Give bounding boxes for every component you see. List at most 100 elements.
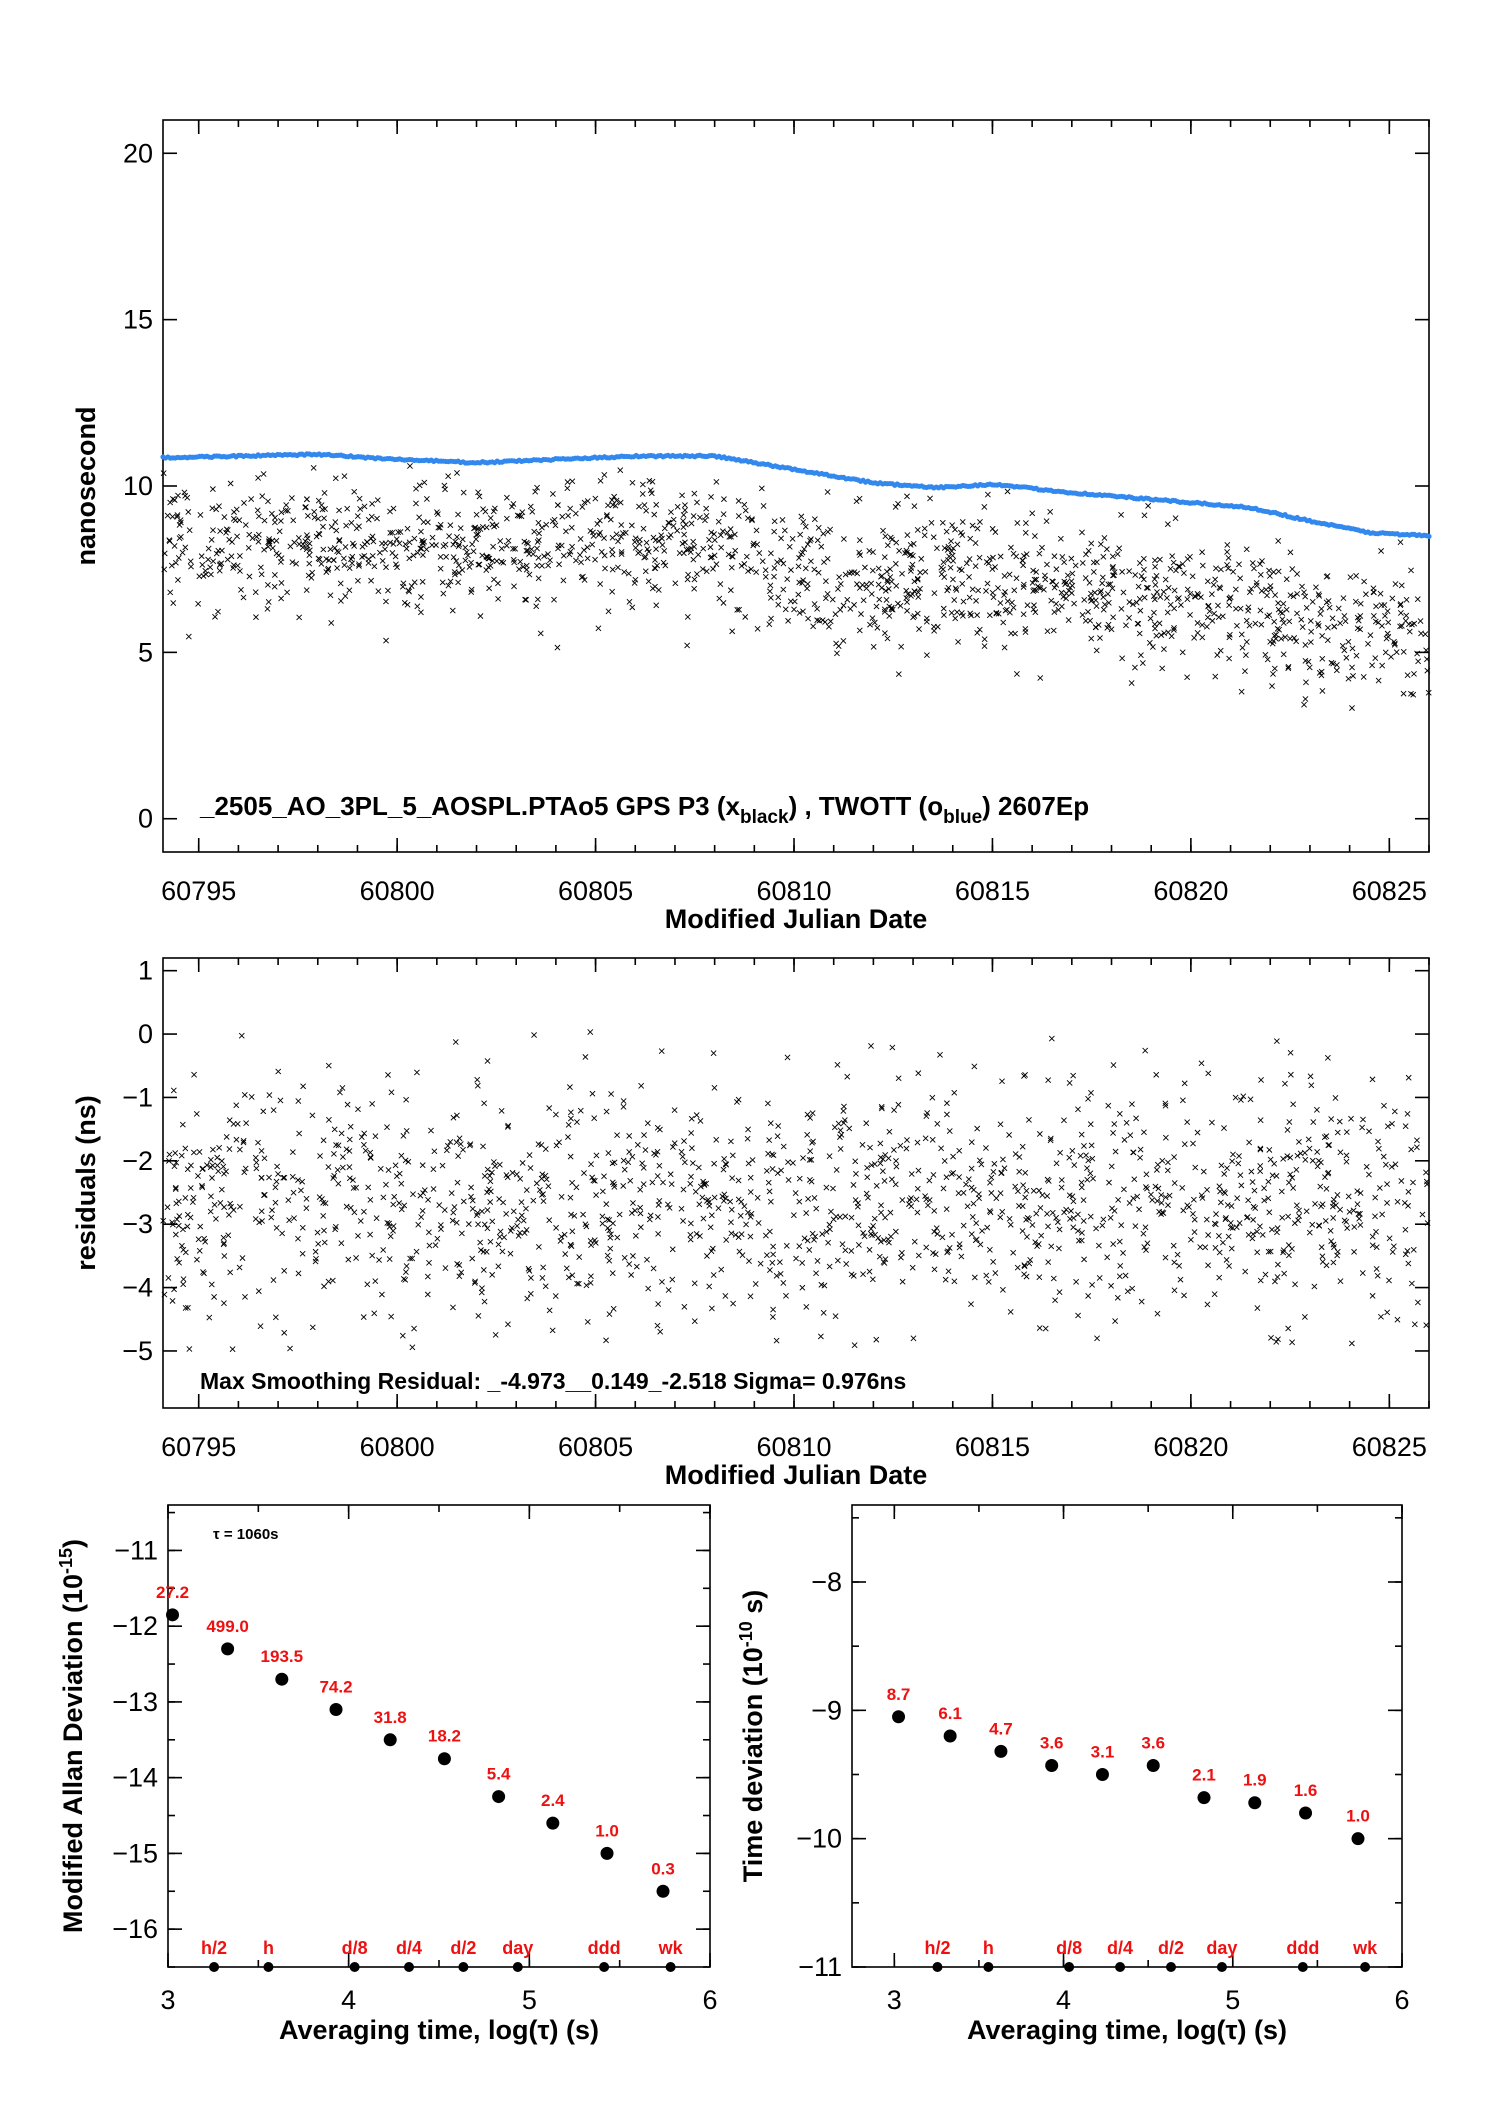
residual-point: [1216, 1274, 1223, 1281]
gps-p3-point: [217, 561, 224, 568]
residual-point: [863, 1190, 870, 1197]
gps-p3-point: [230, 562, 237, 569]
y-tick-label: 15: [123, 305, 153, 335]
residual-point: [956, 1174, 963, 1180]
residual-point: [1287, 1171, 1294, 1178]
residual-point: [864, 1174, 871, 1181]
residual-point: [479, 1208, 485, 1215]
residual-point: [309, 1112, 316, 1119]
residual-point: [914, 1139, 921, 1146]
residual-point: [1211, 1291, 1218, 1298]
residual-point: [331, 1172, 338, 1179]
residual-point: [484, 1207, 491, 1213]
gps-p3-point: [1181, 570, 1187, 577]
residual-point: [1296, 1138, 1302, 1145]
gps-p3-point: [376, 549, 383, 556]
residual-point: [1332, 1095, 1339, 1101]
residual-point: [680, 1218, 686, 1224]
residual-point: [201, 1270, 207, 1277]
residual-point: [369, 1100, 376, 1107]
residual-point: [207, 1164, 214, 1171]
gps-p3-point: [567, 548, 574, 555]
gps-p3-point: [1123, 622, 1129, 629]
residual-point: [414, 1069, 420, 1076]
residual-point: [832, 1313, 839, 1320]
residual-point: [723, 1237, 730, 1243]
residual-point: [1078, 1184, 1085, 1191]
gps-p3-point: [653, 501, 660, 508]
residual-point: [540, 1198, 547, 1205]
residual-point: [1024, 1214, 1031, 1221]
gps-p3-point: [718, 544, 725, 551]
twott-point: [1426, 533, 1432, 539]
residual-point: [513, 1171, 520, 1178]
gps-p3-point: [1171, 587, 1178, 594]
residual-point: [943, 1174, 950, 1181]
gps-p3-point: [161, 550, 168, 557]
residual-point: [587, 1279, 594, 1286]
residual-point: [649, 1179, 656, 1186]
gps-p3-point: [185, 509, 192, 515]
residual-point: [214, 1154, 221, 1161]
residual-point: [199, 1184, 206, 1191]
residual-point: [1024, 1233, 1030, 1240]
gps-p3-point: [827, 618, 834, 625]
residual-point: [1258, 1076, 1264, 1083]
gps-p3-point: [1271, 632, 1278, 639]
gps-p3-point: [759, 558, 766, 565]
gps-p3-point: [1161, 646, 1167, 653]
y-tick-label: −8: [811, 1567, 842, 1597]
residual-point: [212, 1215, 219, 1222]
residual-point: [1411, 1321, 1418, 1328]
gps-p3-point: [311, 508, 318, 515]
residual-point: [796, 1198, 803, 1205]
residual-point: [1384, 1123, 1391, 1130]
residual-point: [1079, 1229, 1085, 1236]
residual-point: [1069, 1147, 1076, 1154]
gps-p3-point: [1400, 648, 1407, 655]
residual-point: [908, 1195, 914, 1201]
residual-point: [166, 1157, 172, 1164]
gps-p3-point: [563, 528, 569, 535]
gps-p3-point: [205, 545, 212, 552]
residual-point: [951, 1278, 958, 1285]
gps-p3-point: [620, 530, 626, 537]
gps-p3-point: [595, 625, 602, 632]
gps-p3-point: [1397, 610, 1404, 616]
tau-marker-label: ddd: [1286, 1938, 1319, 1958]
gps-p3-point: [807, 537, 813, 544]
residual-point: [486, 1172, 493, 1179]
residual-point: [881, 1178, 888, 1184]
residual-point: [855, 1242, 862, 1248]
gps-p3-point: [984, 580, 991, 587]
residual-point: [496, 1233, 503, 1240]
gps-p3-point: [1212, 576, 1219, 583]
residual-point: [1218, 1162, 1225, 1169]
gps-p3-point: [948, 538, 954, 545]
gps-p3-point: [703, 512, 710, 519]
residual-point: [1190, 1140, 1196, 1147]
residual-point: [1012, 1151, 1019, 1157]
tau-marker-label: wk: [1352, 1938, 1378, 1958]
residual-point: [656, 1162, 663, 1169]
gps-p3-point: [182, 544, 189, 551]
residual-point: [890, 1147, 897, 1153]
residual-point: [1236, 1153, 1242, 1159]
gps-p3-point: [1208, 591, 1215, 598]
residual-point: [640, 1164, 647, 1171]
residual-point: [214, 1162, 221, 1169]
residual-point: [492, 1331, 499, 1338]
tau-marker-label: d/4: [1107, 1938, 1133, 1958]
residual-point: [1330, 1259, 1337, 1266]
y-axis-title: Modified Allan Deviation (10-15): [56, 1539, 88, 1933]
residual-point: [659, 1278, 665, 1285]
gps-p3-point: [1013, 671, 1020, 677]
residual-point: [486, 1186, 492, 1193]
residual-point: [226, 1117, 233, 1124]
residual-point: [309, 1324, 316, 1331]
residual-point: [497, 1228, 504, 1235]
residual-point: [913, 1196, 920, 1203]
gps-p3-point: [871, 619, 878, 626]
residual-point: [1217, 1199, 1224, 1206]
gps-p3-point: [465, 552, 471, 559]
